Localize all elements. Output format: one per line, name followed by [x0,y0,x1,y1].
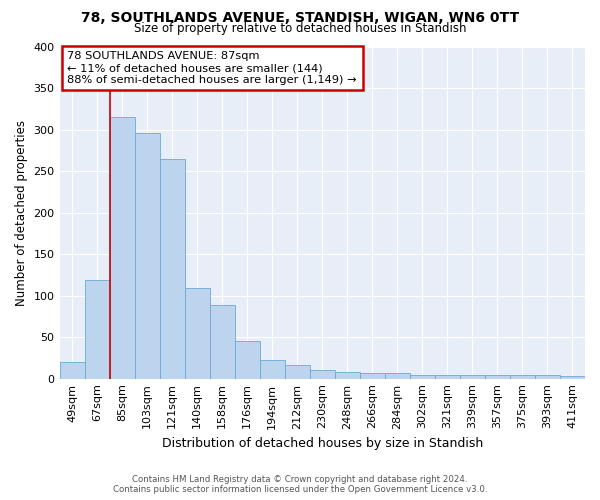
Text: Contains HM Land Registry data © Crown copyright and database right 2024.
Contai: Contains HM Land Registry data © Crown c… [113,474,487,494]
Bar [110,117,134,378]
Bar [235,342,260,378]
Bar [435,376,460,378]
Bar [310,370,335,378]
Bar [460,376,485,378]
Bar [535,376,560,378]
Bar [59,362,85,378]
Bar [160,158,185,378]
Bar [260,360,285,378]
Bar [85,280,110,378]
Bar [560,376,585,378]
Bar [134,133,160,378]
Bar [385,373,410,378]
Bar [485,376,510,378]
Bar [510,374,535,378]
Bar [185,288,209,378]
Text: 78, SOUTHLANDS AVENUE, STANDISH, WIGAN, WN6 0TT: 78, SOUTHLANDS AVENUE, STANDISH, WIGAN, … [81,11,519,25]
Bar [360,373,385,378]
Text: 78 SOUTHLANDS AVENUE: 87sqm
← 11% of detached houses are smaller (144)
88% of se: 78 SOUTHLANDS AVENUE: 87sqm ← 11% of det… [67,52,357,84]
Bar [410,374,435,378]
Y-axis label: Number of detached properties: Number of detached properties [15,120,28,306]
Bar [335,372,360,378]
X-axis label: Distribution of detached houses by size in Standish: Distribution of detached houses by size … [161,437,483,450]
Bar [209,305,235,378]
Bar [285,366,310,378]
Text: Size of property relative to detached houses in Standish: Size of property relative to detached ho… [134,22,466,35]
